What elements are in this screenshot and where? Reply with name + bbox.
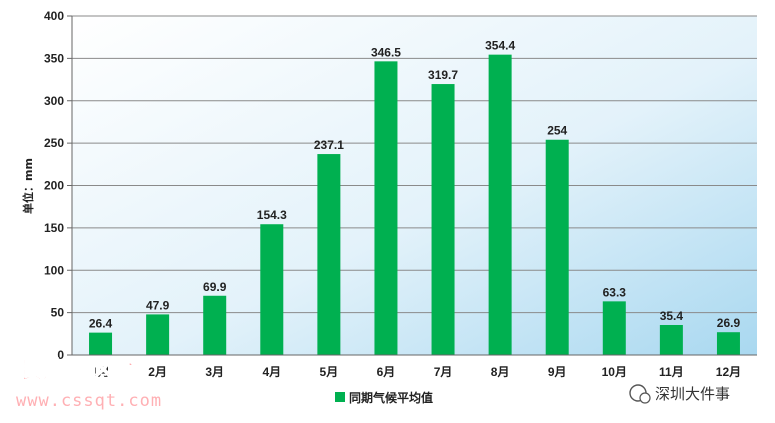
data-label: 47.9	[146, 298, 170, 312]
y-tick-label: 250	[44, 136, 64, 150]
y-axis-title: 单位：mm	[21, 158, 35, 214]
bar	[203, 295, 227, 355]
bar	[488, 54, 512, 356]
watermark-url: www.cssqt.com	[16, 391, 162, 411]
x-tick-label: 5月	[320, 365, 339, 379]
data-label: 35.4	[660, 309, 684, 323]
x-tick-label: 8月	[491, 365, 510, 379]
y-tick-label: 50	[51, 306, 65, 320]
x-tick-label: 7月	[434, 365, 453, 379]
x-tick-label: 6月	[377, 365, 396, 379]
bar	[374, 61, 398, 356]
data-label: 354.4	[485, 39, 515, 53]
y-tick-label: 200	[44, 179, 64, 193]
watermark-title: 长沙社区通	[18, 356, 138, 384]
y-tick-label: 300	[44, 94, 64, 108]
bar	[659, 324, 683, 355]
gridlines	[67, 15, 757, 356]
y-tick-label: 350	[44, 51, 64, 65]
data-label: 69.9	[203, 280, 227, 294]
y-tick-label: 150	[44, 221, 64, 235]
x-tick-label: 1月	[91, 365, 110, 379]
data-label: 319.7	[428, 68, 458, 82]
data-label: 26.4	[89, 317, 113, 331]
x-tick-label: 4月	[262, 365, 281, 379]
x-tick-label: 11月	[659, 365, 684, 379]
wechat-icon-inner	[639, 392, 651, 404]
bar	[317, 154, 341, 355]
bar	[716, 332, 740, 355]
watermark-left: 长沙社区通 www.cssqt.com	[16, 356, 162, 412]
data-label: 154.3	[257, 208, 287, 222]
watermark-right-text: 深圳大件事	[655, 385, 730, 403]
x-tick-labels: 1月 2月 3月 4月 5月 6月 7月 8月 9月 10月 11月 12月	[91, 365, 741, 379]
legend-label: 同期气候平均值	[349, 390, 433, 405]
x-tick-label: 12月	[716, 365, 741, 379]
data-labels: 26.4 47.9 69.9 154.3 237.1 346.5 319.7 354.4 254…	[89, 39, 741, 331]
bar	[89, 332, 113, 355]
data-label: 254	[547, 124, 567, 138]
bars-group	[89, 54, 740, 356]
bar	[146, 314, 170, 355]
legend-swatch	[335, 392, 345, 402]
x-tick-label: 2月	[148, 365, 167, 379]
x-tick-label: 10月	[602, 365, 627, 379]
x-tick-label: 3月	[205, 365, 224, 379]
y-tick-label: 400	[44, 9, 64, 23]
y-tick-label: 100	[44, 263, 64, 277]
data-label: 26.9	[717, 316, 741, 330]
bar	[545, 139, 569, 355]
data-label: 346.5	[371, 45, 401, 59]
y-tick-label: 0	[57, 348, 64, 362]
data-label: 237.1	[314, 138, 344, 152]
data-label: 63.3	[603, 285, 627, 299]
legend: 同期气候平均值	[335, 390, 433, 405]
bar	[260, 224, 284, 355]
bar	[431, 84, 455, 355]
x-tick-label: 9月	[548, 365, 567, 379]
watermark-right: 深圳大件事	[629, 384, 730, 404]
y-tick-labels: 0 50 100 150 200 250 300 350 400	[44, 9, 64, 362]
bar	[602, 301, 626, 355]
